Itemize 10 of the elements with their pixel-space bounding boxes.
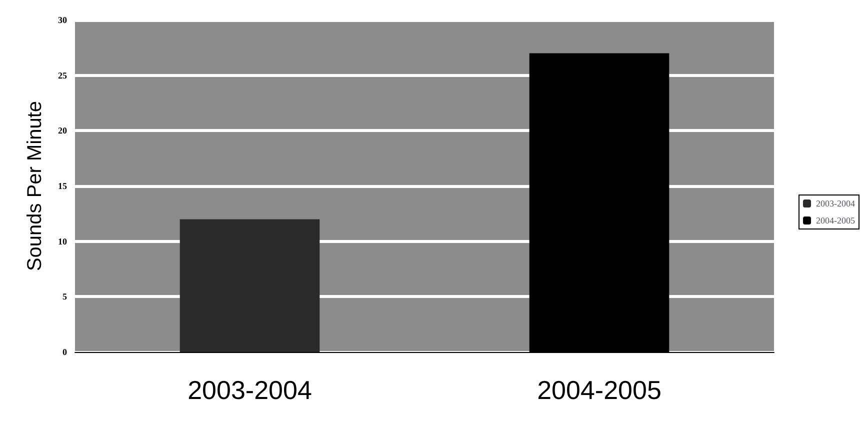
y-tick-label: 5 [62,292,68,302]
y-axis-title: Sounds Per Minute [24,100,46,272]
y-tick-label: 30 [58,15,68,25]
y-tick-label: 15 [58,181,68,191]
legend-label: 2004-2005 [816,216,856,226]
y-tick-label: 0 [62,347,68,357]
y-tick-label: 25 [58,70,68,80]
y-tick-label: 20 [58,126,68,136]
legend-label: 2003-2004 [816,198,856,208]
y-tick-label: 10 [58,236,68,246]
